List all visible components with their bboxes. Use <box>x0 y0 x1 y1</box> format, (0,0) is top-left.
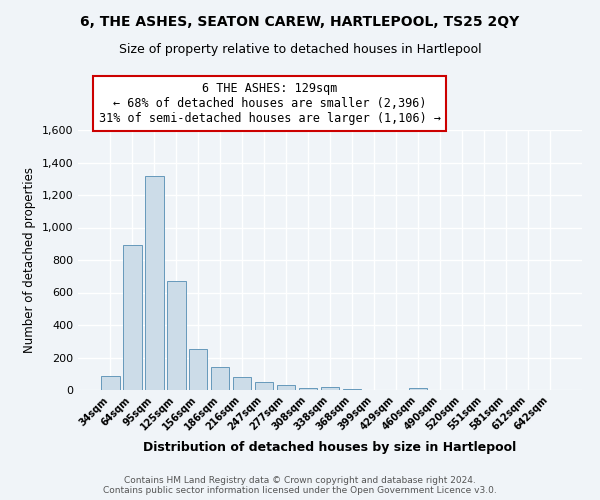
Text: Size of property relative to detached houses in Hartlepool: Size of property relative to detached ho… <box>119 42 481 56</box>
Text: 6, THE ASHES, SEATON CAREW, HARTLEPOOL, TS25 2QY: 6, THE ASHES, SEATON CAREW, HARTLEPOOL, … <box>80 15 520 29</box>
Bar <box>320 387 340 390</box>
Text: 6 THE ASHES: 129sqm
← 68% of detached houses are smaller (2,396)
31% of semi-det: 6 THE ASHES: 129sqm ← 68% of detached ho… <box>98 82 440 125</box>
Bar <box>409 388 427 390</box>
Bar <box>189 350 208 390</box>
Bar <box>233 378 251 390</box>
Bar <box>277 386 295 390</box>
Bar <box>123 246 142 390</box>
Y-axis label: Number of detached properties: Number of detached properties <box>23 167 36 353</box>
Bar <box>101 376 119 390</box>
Text: Contains HM Land Registry data © Crown copyright and database right 2024.
Contai: Contains HM Land Registry data © Crown c… <box>103 476 497 495</box>
X-axis label: Distribution of detached houses by size in Hartlepool: Distribution of detached houses by size … <box>143 441 517 454</box>
Bar <box>255 382 274 390</box>
Bar <box>211 367 229 390</box>
Bar <box>299 388 317 390</box>
Bar <box>167 281 185 390</box>
Bar <box>145 176 164 390</box>
